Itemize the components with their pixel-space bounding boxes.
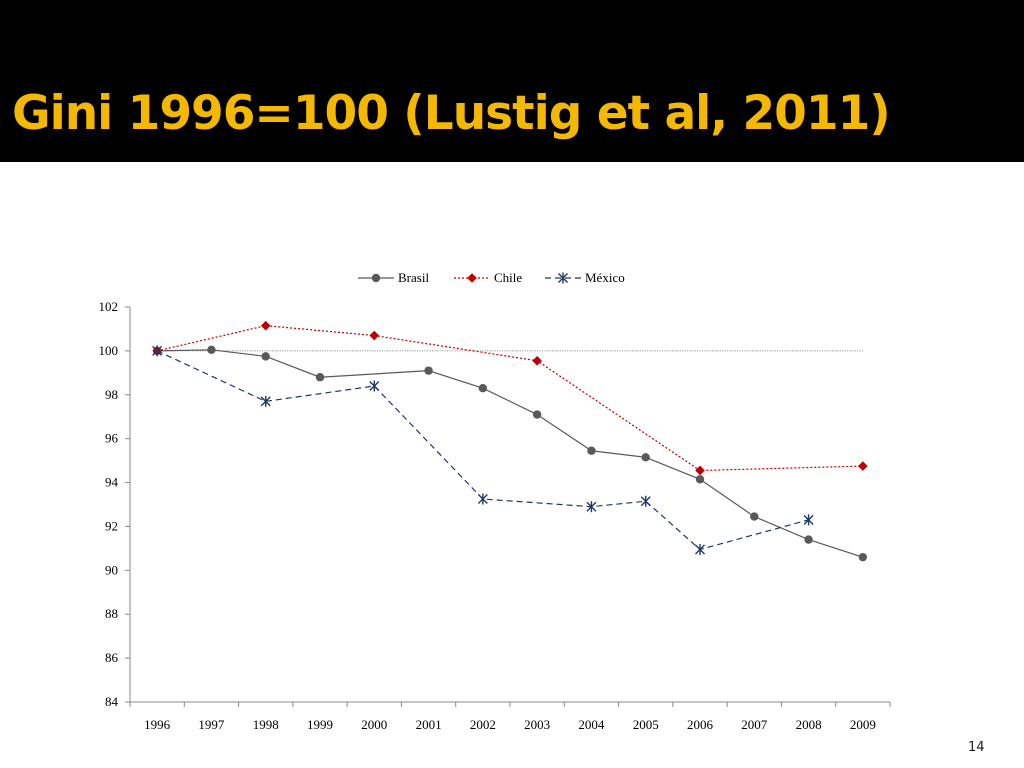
- data-point-brasil: [207, 345, 216, 354]
- title-bar: Gini 1996=100 (Lustig et al, 2011): [0, 0, 1024, 162]
- chart-axes: 84 86 88 90 92 94 96 98 100 102 1996 1997 1998 1999 20…: [99, 299, 891, 732]
- data-point-chile: [695, 465, 705, 476]
- data-point-chile: [369, 330, 380, 341]
- data-point-brasil: [858, 552, 868, 562]
- x-tick-label: 2001: [416, 717, 442, 732]
- page-number: 14: [968, 740, 985, 755]
- legend-label-mxico: México: [585, 270, 625, 285]
- legend-marker-brasil: [371, 273, 381, 283]
- data-point-chile: [532, 355, 542, 366]
- data-point-mxico: [803, 514, 814, 526]
- data-point-brasil: [532, 410, 542, 419]
- series-line-brasil: [157, 349, 864, 558]
- x-tick-label: 2002: [470, 717, 496, 732]
- y-tick-label: 102: [99, 299, 119, 314]
- data-point-chile: [260, 320, 271, 331]
- legend-label-brasil: Brasil: [398, 270, 429, 285]
- data-point-mxico: [477, 493, 488, 505]
- legend-marker-mxico: [558, 272, 568, 284]
- x-tick-label: 1998: [253, 717, 279, 732]
- x-tick-label: 1997: [198, 717, 225, 732]
- y-tick-label: 88: [105, 606, 118, 621]
- data-point-brasil: [424, 366, 433, 375]
- legend-label-chile: Chile: [494, 270, 522, 285]
- data-point-mxico: [260, 395, 271, 407]
- y-tick-label: 94: [105, 475, 119, 490]
- chart-plot-area: [152, 320, 868, 562]
- y-tick-label: 84: [105, 694, 119, 709]
- data-point-brasil: [478, 383, 488, 393]
- data-point-brasil: [641, 453, 650, 462]
- series-line-mxico: [156, 350, 809, 551]
- legend-item-brasil: Brasil: [358, 270, 429, 285]
- x-tick-label: 2009: [850, 717, 876, 732]
- data-point-chile: [858, 461, 868, 471]
- y-tick-label: 98: [105, 387, 118, 402]
- data-point-brasil: [804, 535, 813, 544]
- data-point-brasil: [315, 373, 325, 382]
- chart-legend: Brasil Chile México: [358, 270, 625, 285]
- y-tick-label: 92: [105, 518, 118, 533]
- y-tick-label: 90: [105, 562, 118, 577]
- y-tick-label: 86: [105, 650, 119, 665]
- data-point-mxico: [640, 495, 651, 507]
- x-tick-label: 2005: [633, 717, 659, 732]
- data-point-mxico: [152, 345, 163, 357]
- x-tick-label: 2007: [741, 717, 768, 732]
- x-tick-label: 2004: [578, 717, 605, 732]
- x-tick-label: 2000: [361, 717, 387, 732]
- legend-item-mxico: México: [545, 270, 625, 285]
- x-tick-label: 1999: [307, 717, 333, 732]
- x-tick-label: 1996: [144, 717, 171, 732]
- data-point-mxico: [695, 543, 705, 555]
- data-point-brasil: [695, 475, 705, 484]
- x-tick-label: 2006: [687, 717, 714, 732]
- data-point-brasil: [261, 352, 270, 361]
- legend-item-chile: Chile: [454, 270, 522, 285]
- data-point-brasil: [587, 446, 596, 455]
- x-tick-label: 2003: [524, 717, 550, 732]
- series-line-chile: [157, 325, 863, 472]
- data-point-brasil: [750, 512, 759, 521]
- x-tick-label: 2008: [796, 717, 822, 732]
- y-tick-label: 96: [105, 431, 119, 446]
- data-point-mxico: [369, 380, 380, 392]
- gini-line-chart: Brasil Chile México 84 86 88 90 92 94 96 98 100 102…: [99, 270, 891, 732]
- data-point-mxico: [586, 501, 597, 513]
- y-tick-label: 100: [99, 343, 119, 358]
- legend-marker-chile: [467, 273, 477, 283]
- slide-title: Gini 1996=100 (Lustig et al, 2011): [12, 86, 891, 141]
